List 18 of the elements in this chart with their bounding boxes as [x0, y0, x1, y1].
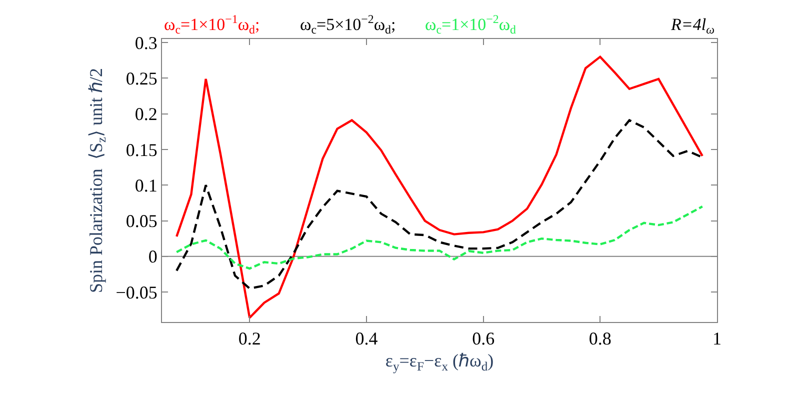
y-tick-label: −0.05 — [116, 282, 158, 302]
y-tick-label: 0.3 — [134, 32, 158, 53]
x-tick-label: 0.6 — [472, 328, 495, 349]
y-tick-label: 0.2 — [134, 104, 158, 124]
x-tick-label: 1 — [712, 328, 722, 349]
text: ω$_{c}$=1×10$^{−2}$ω$_{d}$ — [425, 12, 516, 37]
text: R=4l$_{ω}$ — [670, 15, 714, 37]
text: ω$_{c}$=5×10$^{−2}$ω$_{d}$; — [300, 12, 396, 37]
text: ε$_{y}$=ε$_{F}$−ε$_{x}$ (ℏω$_{d}$) — [385, 350, 494, 374]
x-tick-label: 0.2 — [238, 328, 261, 349]
text: ω$_{c}$=1×10$^{−1}$ω$_{d}$; — [164, 12, 260, 37]
x-tick-label: 0.4 — [355, 328, 378, 349]
y-tick-label: 0.05 — [126, 211, 158, 232]
y-tick-label: 0 — [148, 246, 158, 267]
y-tick-label: 0.25 — [126, 68, 158, 89]
x-tick-label: 0.8 — [588, 328, 612, 349]
y-tick-label: 0.1 — [134, 175, 158, 196]
y-tick-label: 0.15 — [126, 140, 158, 160]
